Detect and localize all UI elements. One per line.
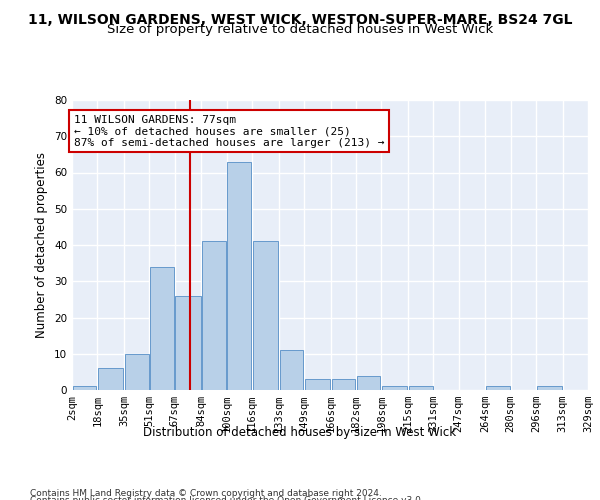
- Bar: [227, 162, 251, 390]
- Bar: [202, 242, 226, 390]
- Text: 11, WILSON GARDENS, WEST WICK, WESTON-SUPER-MARE, BS24 7GL: 11, WILSON GARDENS, WEST WICK, WESTON-SU…: [28, 12, 572, 26]
- Bar: [332, 379, 355, 390]
- Bar: [305, 379, 330, 390]
- Bar: [253, 242, 278, 390]
- Y-axis label: Number of detached properties: Number of detached properties: [35, 152, 49, 338]
- Text: Size of property relative to detached houses in West Wick: Size of property relative to detached ho…: [107, 22, 493, 36]
- Text: Contains public sector information licensed under the Open Government Licence v3: Contains public sector information licen…: [30, 496, 424, 500]
- Bar: [486, 386, 510, 390]
- Bar: [175, 296, 200, 390]
- Bar: [409, 386, 433, 390]
- Bar: [125, 354, 149, 390]
- Text: Contains HM Land Registry data © Crown copyright and database right 2024.: Contains HM Land Registry data © Crown c…: [30, 488, 382, 498]
- Bar: [280, 350, 303, 390]
- Bar: [357, 376, 380, 390]
- Text: Distribution of detached houses by size in West Wick: Distribution of detached houses by size …: [143, 426, 457, 439]
- Bar: [150, 267, 174, 390]
- Bar: [382, 386, 407, 390]
- Bar: [73, 386, 97, 390]
- Bar: [537, 386, 562, 390]
- Bar: [98, 368, 123, 390]
- Text: 11 WILSON GARDENS: 77sqm
← 10% of detached houses are smaller (25)
87% of semi-d: 11 WILSON GARDENS: 77sqm ← 10% of detach…: [74, 114, 384, 148]
